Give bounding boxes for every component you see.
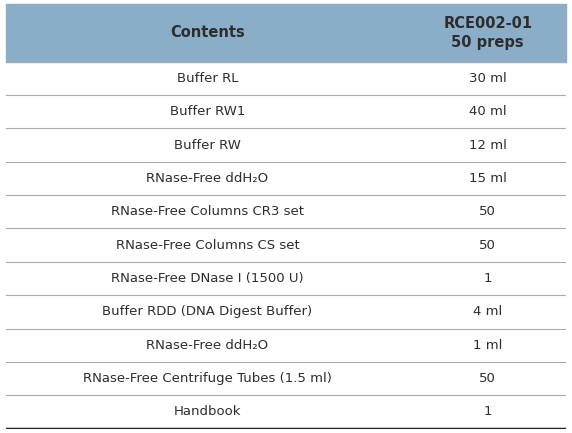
- Bar: [6, 4, 566, 61]
- Text: 1 ml: 1 ml: [473, 339, 502, 352]
- Text: RNase-Free ddH₂O: RNase-Free ddH₂O: [146, 172, 269, 185]
- Text: Buffer RDD (DNA Digest Buffer): Buffer RDD (DNA Digest Buffer): [102, 305, 312, 318]
- Text: 50: 50: [479, 239, 496, 252]
- Text: RNase-Free Columns CR3 set: RNase-Free Columns CR3 set: [111, 205, 304, 218]
- Text: 1: 1: [483, 405, 492, 418]
- Text: RNase-Free ddH₂O: RNase-Free ddH₂O: [146, 339, 269, 352]
- Text: 1: 1: [483, 272, 492, 285]
- Text: RNase-Free DNase I (1500 U): RNase-Free DNase I (1500 U): [111, 272, 304, 285]
- Text: RNase-Free Centrifuge Tubes (1.5 ml): RNase-Free Centrifuge Tubes (1.5 ml): [83, 372, 332, 385]
- Text: Buffer RL: Buffer RL: [177, 72, 239, 85]
- Text: 30 ml: 30 ml: [469, 72, 507, 85]
- Text: Handbook: Handbook: [174, 405, 241, 418]
- Text: 50: 50: [479, 205, 496, 218]
- Text: 40 ml: 40 ml: [469, 105, 507, 118]
- Text: Buffer RW1: Buffer RW1: [170, 105, 245, 118]
- Text: RNase-Free Columns CS set: RNase-Free Columns CS set: [116, 239, 299, 252]
- Text: 4 ml: 4 ml: [473, 305, 502, 318]
- Text: 12 ml: 12 ml: [469, 139, 507, 152]
- Text: Buffer RW: Buffer RW: [174, 139, 241, 152]
- Text: 15 ml: 15 ml: [469, 172, 507, 185]
- Text: 50: 50: [479, 372, 496, 385]
- Text: RCE002-01
50 preps: RCE002-01 50 preps: [443, 16, 533, 50]
- Text: Contents: Contents: [170, 26, 245, 40]
